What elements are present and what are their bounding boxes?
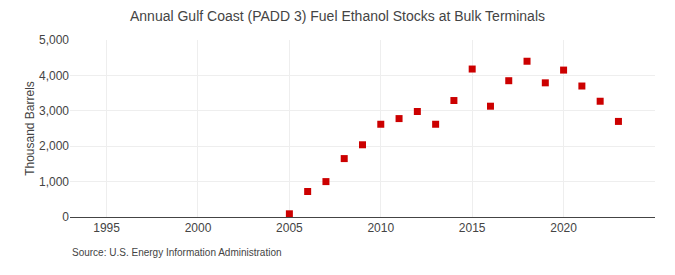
svg-text:0: 0: [62, 210, 69, 224]
svg-text:Thousand Barrels: Thousand Barrels: [23, 81, 37, 176]
svg-text:3,000: 3,000: [39, 104, 69, 118]
svg-text:Source: U.S. Energy Informatio: Source: U.S. Energy Information Administ…: [72, 247, 282, 258]
svg-text:5,000: 5,000: [39, 33, 69, 47]
svg-text:2,000: 2,000: [39, 139, 69, 153]
svg-text:2005: 2005: [276, 221, 303, 235]
svg-text:4,000: 4,000: [39, 69, 69, 83]
svg-text:Annual Gulf Coast (PADD 3) Fue: Annual Gulf Coast (PADD 3) Fuel Ethanol …: [130, 8, 545, 24]
svg-text:2015: 2015: [459, 221, 486, 235]
svg-text:1,000: 1,000: [39, 175, 69, 189]
svg-text:1995: 1995: [93, 221, 120, 235]
svg-text:2010: 2010: [367, 221, 394, 235]
svg-text:2000: 2000: [185, 221, 212, 235]
svg-text:2020: 2020: [550, 221, 577, 235]
